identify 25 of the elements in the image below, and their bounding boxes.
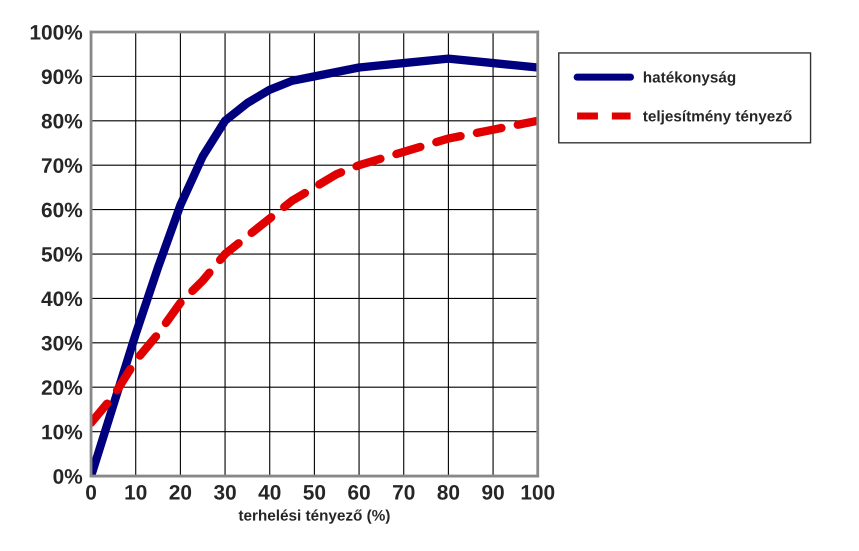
x-tick-label: 10 [125, 484, 146, 500]
legend-label: teljesítmény tényező [642, 110, 792, 125]
y-tick-label: 10% [42, 424, 82, 440]
x-axis-title: terhelési tényező (%) [238, 509, 390, 524]
y-tick-label: 0% [53, 469, 82, 484]
x-tick-label: 60 [348, 484, 370, 500]
y-tick-label: 100% [30, 24, 82, 40]
y-tick-label: 80% [42, 114, 82, 129]
y-tick-label: 60% [42, 202, 82, 218]
y-tick-label: 20% [42, 380, 82, 395]
y-tick-label: 30% [42, 336, 82, 351]
y-tick-label: 70% [42, 158, 82, 173]
y-tick-label: 40% [41, 291, 82, 306]
legend-label: hatékonyság [644, 71, 736, 86]
x-tick-label: 80 [437, 484, 460, 500]
x-tick-label: 100 [522, 484, 554, 500]
x-tick-label: 0 [86, 484, 96, 500]
x-tick-label: 30 [214, 484, 236, 500]
x-tick-label: 40 [258, 484, 280, 500]
x-tick-label: 20 [170, 484, 192, 500]
y-tick-label: 50% [42, 247, 82, 262]
x-tick-label: 90 [482, 484, 504, 500]
y-tick-label: 90% [42, 69, 82, 84]
x-tick-label: 70 [393, 484, 414, 500]
x-tick-label: 50 [303, 484, 326, 500]
